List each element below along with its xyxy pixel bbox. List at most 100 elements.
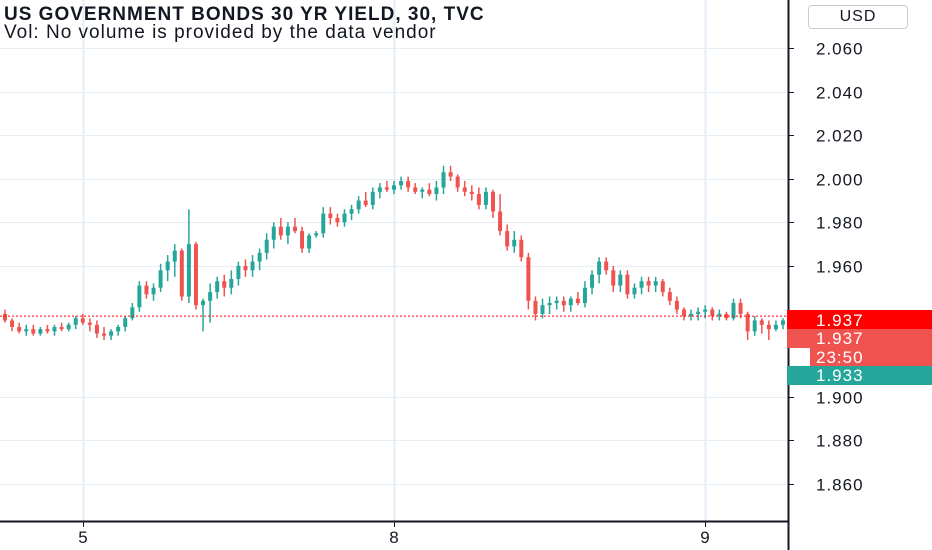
- candle-body: [660, 281, 665, 293]
- candle-body: [328, 213, 333, 218]
- candle: [738, 298, 743, 319]
- candle: [681, 307, 686, 321]
- candle-body: [392, 185, 396, 190]
- candle: [533, 296, 538, 321]
- candle-body: [349, 209, 354, 214]
- candle: [123, 316, 128, 332]
- y-tick-label: 1.900: [816, 389, 864, 408]
- candle: [590, 270, 595, 295]
- candle-body: [222, 281, 227, 288]
- candle-body: [540, 305, 545, 314]
- candle: [618, 270, 623, 293]
- candle-body: [399, 180, 404, 186]
- candle-body: [575, 298, 580, 304]
- y-tick-label: 2.020: [816, 127, 864, 146]
- candle: [547, 296, 552, 314]
- candle-body: [568, 298, 573, 306]
- candle: [384, 180, 389, 192]
- candle: [434, 180, 439, 201]
- candle: [38, 326, 43, 336]
- x-tick-label: 9: [700, 528, 710, 547]
- candle: [392, 180, 396, 195]
- candle-body: [130, 307, 135, 319]
- candle: [151, 283, 156, 301]
- candle-body: [3, 313, 7, 321]
- candle-body: [137, 285, 142, 308]
- candle: [660, 279, 665, 297]
- candle: [611, 265, 616, 293]
- candle: [31, 324, 36, 336]
- candle-body: [469, 191, 474, 195]
- candle: [66, 322, 71, 332]
- current-price-badge-text: 1.937: [816, 311, 864, 330]
- candle-body: [512, 239, 517, 247]
- candle-body: [427, 189, 432, 195]
- candle: [342, 209, 347, 227]
- candle-body: [229, 279, 234, 288]
- candle: [632, 283, 637, 299]
- candle: [710, 307, 715, 321]
- candle-body: [604, 261, 609, 271]
- candle-body: [186, 244, 191, 297]
- candle: [17, 322, 22, 334]
- candle: [193, 241, 198, 310]
- candle: [179, 248, 184, 301]
- candle-body: [766, 324, 771, 330]
- candle: [540, 298, 545, 319]
- candle-body: [420, 189, 425, 192]
- candle: [582, 281, 587, 308]
- time-axis[interactable]: 5 8 9: [78, 521, 710, 547]
- candle-body: [300, 231, 305, 249]
- candle: [491, 189, 496, 218]
- candle: [689, 309, 694, 321]
- candle: [399, 176, 404, 190]
- candle: [24, 324, 29, 336]
- candle: [696, 307, 701, 321]
- price-axis[interactable]: 2.060 2.040 2.020 2.000 1.980 1.960 1.900 1.880…: [788, 40, 864, 495]
- candle: [328, 207, 333, 225]
- candle: [264, 233, 269, 260]
- candle-body: [335, 217, 340, 223]
- candle: [109, 329, 114, 341]
- close-price-badge-text: 1.937: [816, 329, 864, 348]
- candle-body: [703, 309, 708, 312]
- currency-button[interactable]: USD: [808, 5, 908, 29]
- close-price-badge: [787, 329, 932, 348]
- candle: [292, 217, 297, 234]
- candle-body: [292, 226, 297, 232]
- candle: [505, 224, 510, 251]
- candle-body: [455, 176, 460, 188]
- candle-body: [278, 226, 283, 236]
- candle: [519, 235, 524, 262]
- candle: [625, 270, 630, 299]
- x-tick-label: 8: [389, 528, 399, 547]
- candle-body: [384, 187, 389, 190]
- countdown-badge-text: 23:50: [816, 348, 864, 367]
- candle-body: [476, 194, 481, 205]
- candle: [172, 244, 177, 277]
- candle-body: [271, 226, 276, 240]
- candle: [285, 222, 290, 245]
- candle: [73, 316, 78, 330]
- candle: [568, 296, 573, 312]
- candle-body: [724, 313, 729, 319]
- candle-body: [773, 324, 778, 330]
- candle-body: [738, 303, 743, 314]
- candle: [526, 252, 531, 310]
- candle: [413, 183, 418, 195]
- candle-body: [342, 213, 347, 223]
- candle: [766, 320, 771, 341]
- candle: [116, 324, 121, 336]
- candle: [349, 204, 354, 221]
- candle: [575, 292, 580, 306]
- candle: [420, 187, 425, 199]
- candle-body: [667, 292, 672, 301]
- candle: [356, 196, 361, 214]
- candle: [363, 191, 368, 208]
- candle-body: [31, 329, 36, 334]
- candle-body: [618, 274, 623, 286]
- candle: [455, 174, 460, 192]
- candle: [604, 257, 609, 275]
- candle: [469, 185, 474, 201]
